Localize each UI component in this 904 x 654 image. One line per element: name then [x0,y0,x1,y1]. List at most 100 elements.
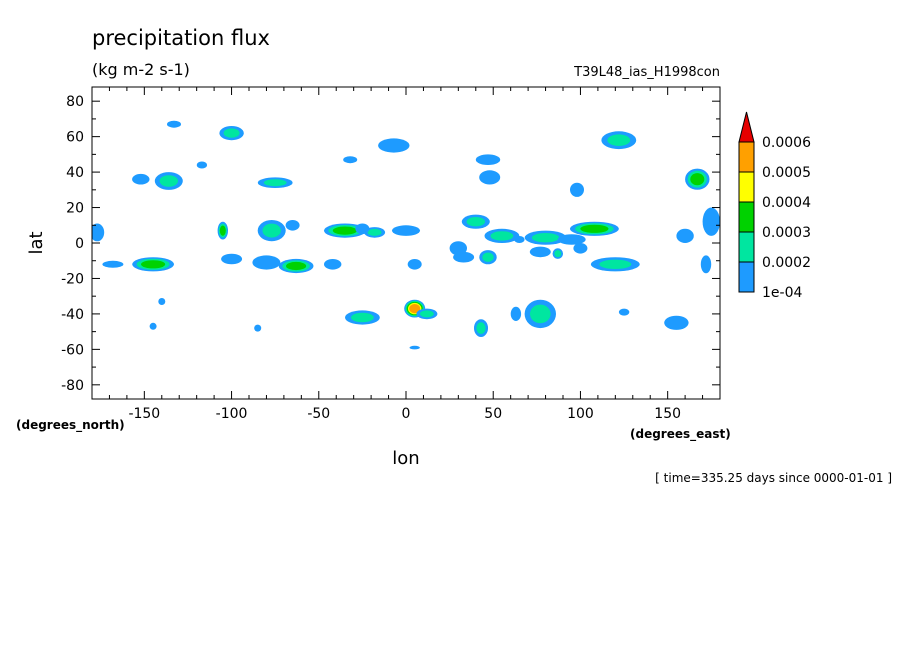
precip-blob [324,259,342,270]
precip-contour-level-0 [132,173,150,185]
precip-blob [378,138,410,153]
precip-blob [479,170,501,185]
precip-blob [285,220,300,231]
precip-blob [149,322,157,330]
precip-contour-level-1 [530,304,551,324]
x-tick-label: 100 [567,406,594,422]
y-tick-label: 40 [66,165,84,181]
precip-contour-level-0 [700,255,712,274]
precip-contour-level-0 [158,298,166,305]
precip-blob [474,319,488,337]
precip-blob [392,225,420,236]
precip-contour-level-1 [159,175,178,187]
x-tick-label: 50 [484,406,502,422]
precip-contour-level-0 [618,308,630,316]
colorbar-box-3 [738,171,755,203]
x-tick-label: -50 [307,406,330,422]
precip-blob [254,324,262,332]
precip-contour-level-1 [262,223,281,238]
precip-blob [154,172,183,190]
precip-blob [257,177,293,188]
precip-blob [102,260,124,268]
precip-blob [573,243,588,254]
precip-contour-level-0 [702,207,720,236]
x-tick-label: -150 [128,406,160,422]
colorbar-box-2 [738,201,755,233]
precip-blob [557,234,586,245]
precip-blob [484,228,520,243]
precip-contour-level-0 [409,345,420,350]
precip-blob [524,230,567,245]
precip-contour-level-1 [554,250,562,258]
precip-contour-level-0 [167,120,181,128]
precip-contour-level-1 [367,228,382,236]
precip-contour-level-4 [409,304,421,314]
y-tick-label: 60 [66,130,84,146]
precip-contour-level-0 [479,170,501,185]
precip-contour-level-2 [141,260,166,269]
precip-contour-level-0 [514,236,525,243]
precip-contour-level-0 [557,234,586,245]
precip-contour-level-0 [252,255,281,270]
precip-blob [132,257,175,272]
precip-contour-level-0 [149,322,157,330]
x-tick-label: 0 [402,406,411,422]
precip-contour-level-0 [196,161,208,169]
y-tick-label: -80 [61,378,84,394]
precip-contour-level-0 [475,154,501,165]
precip-contour-level-0 [664,315,689,330]
precip-blob [570,182,584,197]
precipitation-field [92,120,720,350]
precip-blob [416,308,438,320]
precip-contour-level-0 [510,306,522,321]
colorbar-extend-max [738,111,755,143]
precip-contour-level-2 [690,173,705,186]
x-axis-unit-label: (degrees_east) [630,427,731,442]
plot-area: -150 -100 -50 0 50 100 150 -80 -60 -40 -20 0 20 40 60… [61,86,721,422]
precip-contour-level-1 [482,252,494,262]
precip-contour-level-0 [573,243,588,254]
precip-contour-level-2 [580,224,609,233]
precip-contour-level-0 [378,138,410,153]
precip-blob [219,126,244,141]
precip-blob [221,253,243,265]
precip-blob [529,246,551,258]
y-tick-label: -40 [61,307,84,323]
precip-contour-level-0 [392,225,420,236]
precip-contour-level-2 [286,261,307,271]
precip-contour-level-0 [570,182,584,197]
y-axis-unit-label: (degrees_north) [16,418,125,433]
precip-blob [196,161,208,169]
precip-blob [570,221,619,236]
precip-contour-level-1 [223,128,240,138]
precip-blob [514,236,525,243]
precip-contour-level-0 [102,260,124,268]
run-label: T39L48_ias_H1998con [573,65,720,80]
precip-contour-level-1 [490,231,514,241]
y-tick-label: 0 [75,236,84,252]
x-tick-label: -100 [216,406,248,422]
precip-contour-level-1 [607,134,631,146]
precip-blob [475,154,501,165]
time-label: [ time=335.25 days since 0000-01-01 ] [655,471,892,485]
colorbar-level-label: 0.0004 [762,195,811,211]
precip-blob [252,255,281,270]
colorbar-box-1 [738,231,755,263]
precip-contour-level-0 [449,241,467,256]
precip-contour-level-1 [466,217,485,227]
precip-blob [449,241,467,256]
precip-contour-level-2 [219,225,226,236]
colorbar-level-label: 0.0006 [762,135,811,151]
precip-blob [158,298,166,305]
colorbar-box-4 [738,141,755,173]
precip-contour-level-0 [676,228,694,243]
precip-contour-level-0 [407,259,422,270]
precip-blob [590,257,640,272]
precip-contour-level-0 [355,223,370,235]
precip-blob [345,310,380,325]
precip-blob [685,168,710,190]
precip-blob [278,258,314,274]
precip-blob [552,248,563,259]
precip-blob [355,223,370,235]
x-axis-ticks: -150 -100 -50 0 50 100 150 [108,87,704,422]
